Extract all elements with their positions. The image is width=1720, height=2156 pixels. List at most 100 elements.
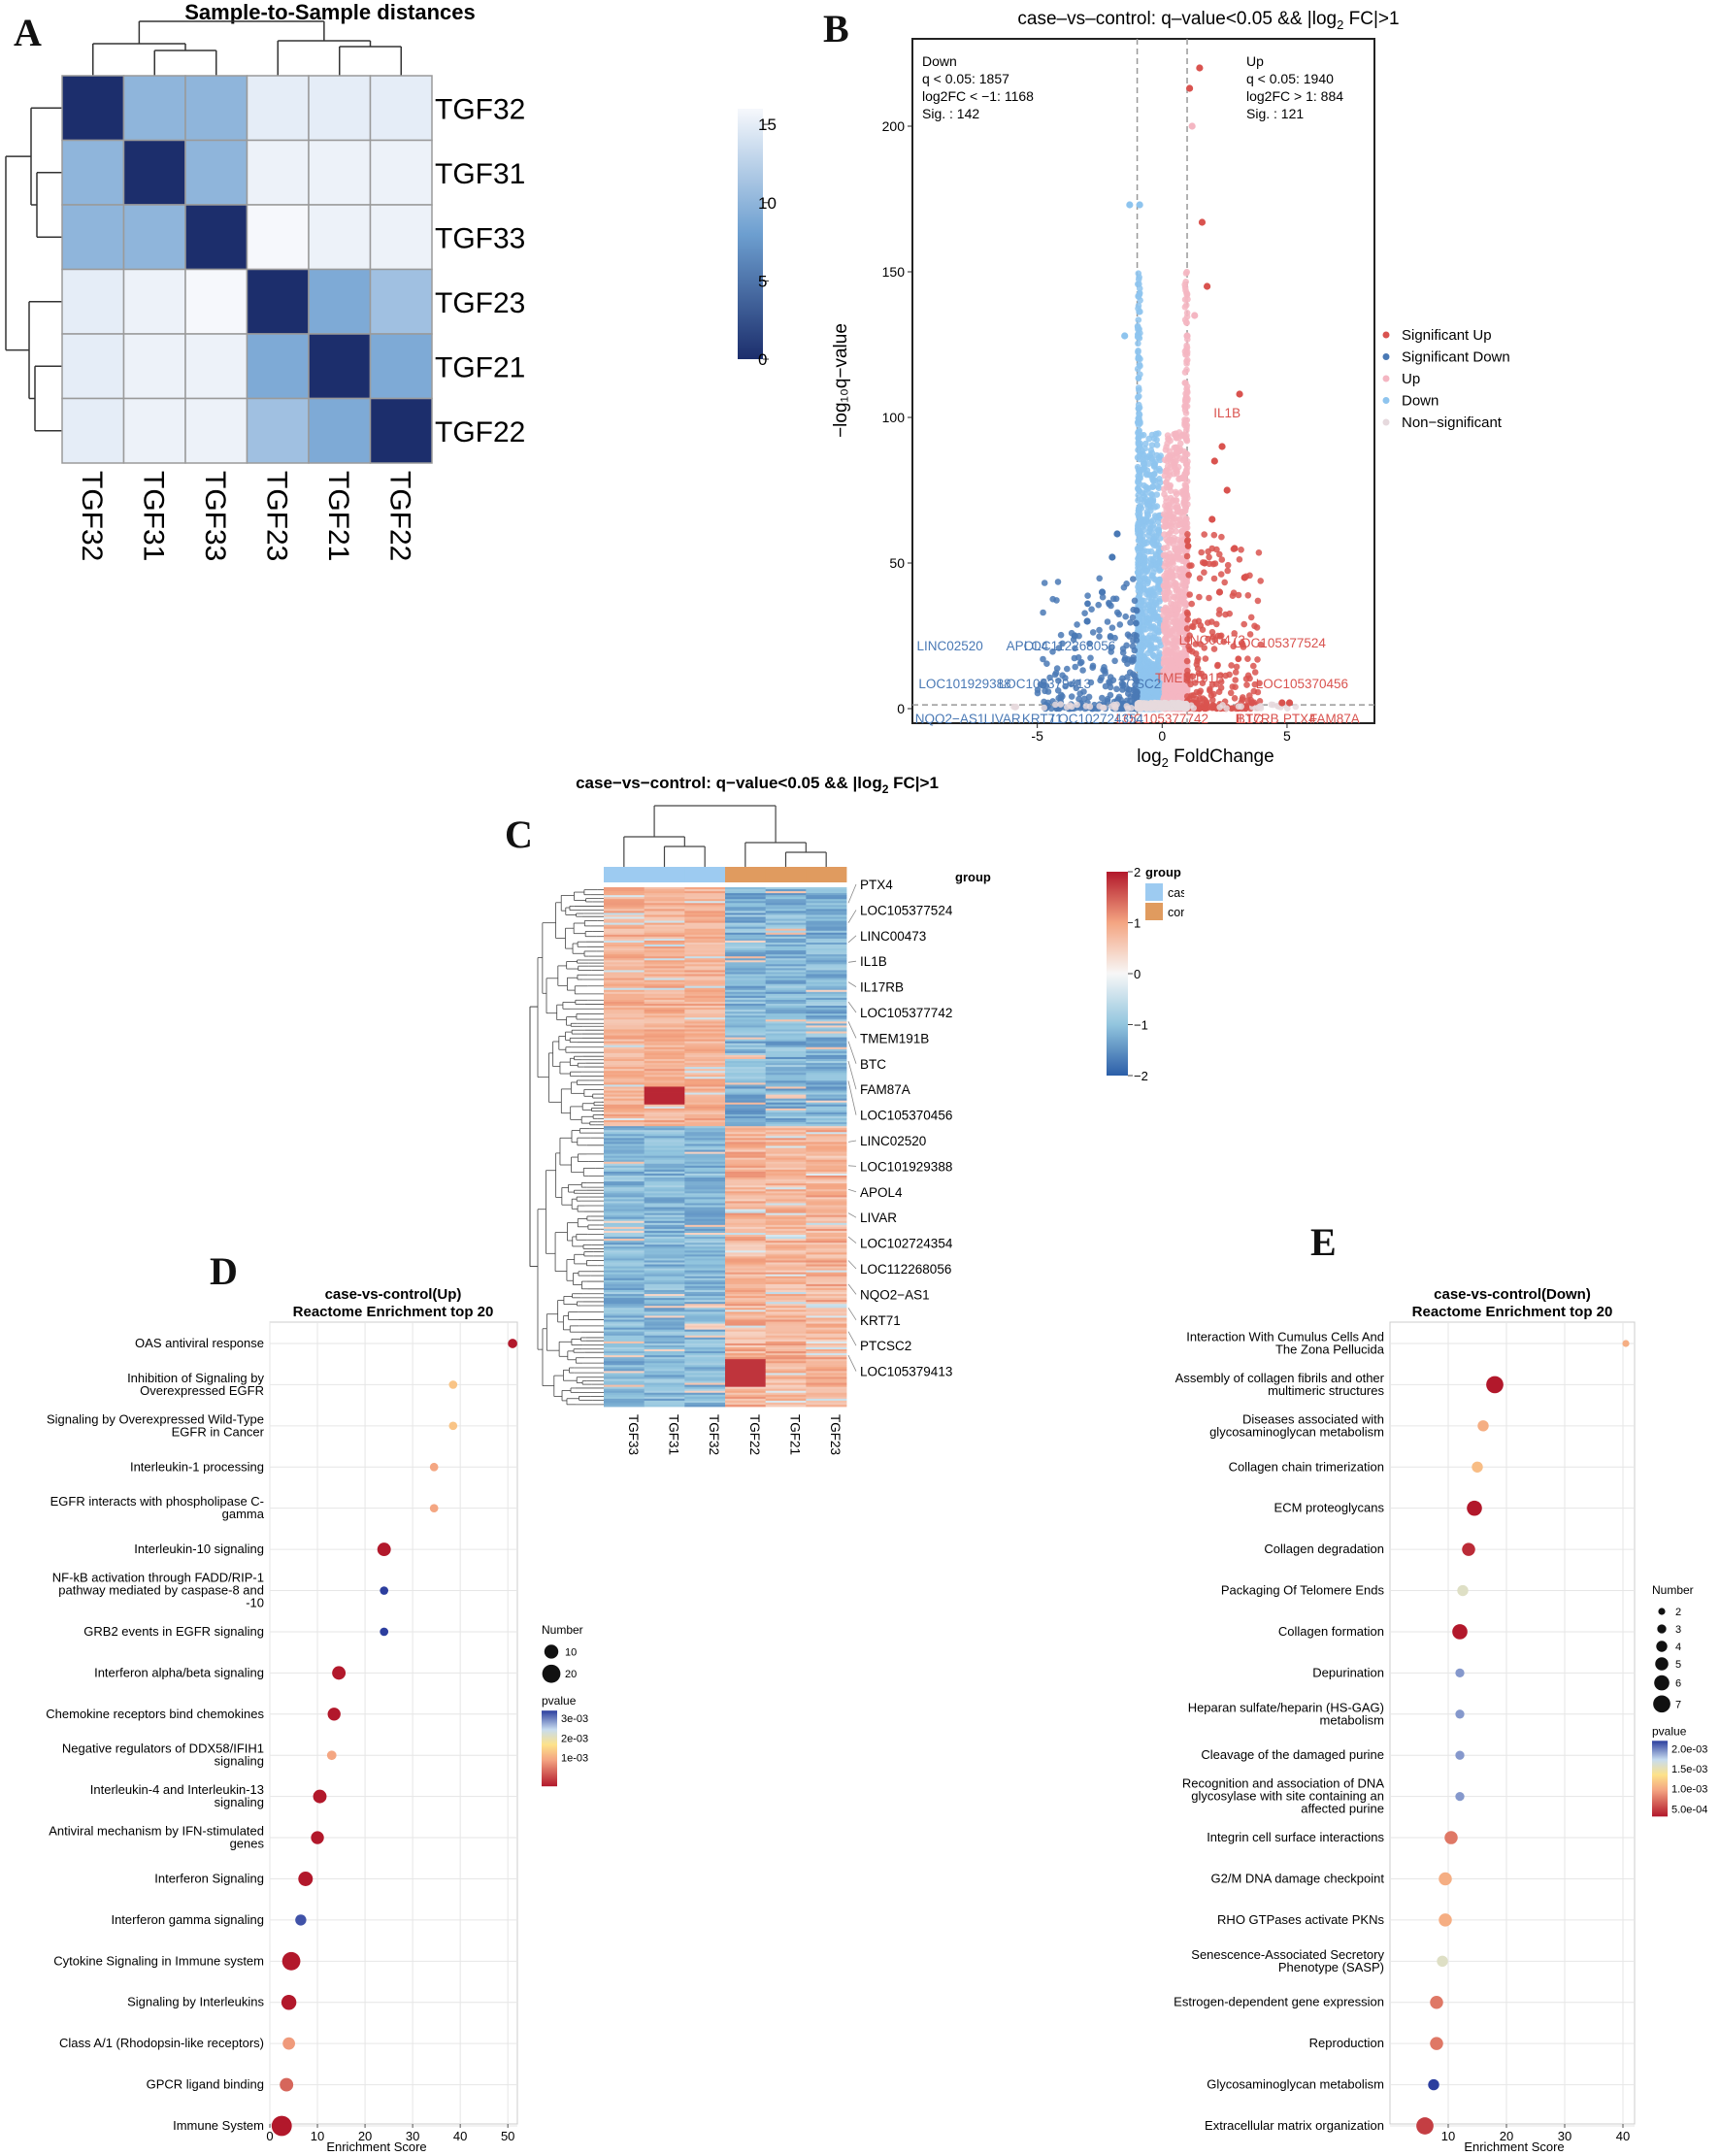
expression-cell [604,1193,645,1196]
expression-cell [684,926,726,930]
volcano-point [1196,689,1203,697]
expression-cell [644,1329,685,1333]
volcano-gene-label: LINC00473 [1179,633,1245,647]
expression-cell [725,1104,767,1108]
volcano-point [1175,649,1183,657]
expression-cell [765,1025,807,1028]
expression-cell [644,1019,685,1022]
expression-cell [765,1321,807,1324]
expression-cell [725,1179,767,1182]
expression-cell [806,911,847,913]
expression-cell [684,1289,726,1293]
expression-cell [684,1214,726,1218]
volcano-point [1184,356,1191,364]
expression-cell [684,978,726,980]
expression-cell [765,1214,807,1218]
distance-cell [61,397,125,464]
volcano-point [1042,687,1048,695]
expression-cell [684,1128,726,1131]
expression-cell [684,1118,726,1121]
expression-cell [806,964,847,967]
volcano-point [1144,693,1152,701]
expression-cell [684,1023,726,1026]
expression-cell [725,1285,767,1289]
expression-cell [806,1264,847,1267]
volcano-point [1173,458,1179,465]
volcano-point [1106,601,1112,608]
expression-cell [806,952,847,955]
expression-cell [604,1205,645,1208]
volcano-point [1146,632,1154,639]
volcano-point [1189,647,1196,655]
volcano-point [1037,680,1044,688]
expression-cell [806,1310,847,1312]
expression-cell [684,1235,726,1238]
expression-cell [806,1359,847,1362]
expression-cell [644,912,685,915]
volcano-point [1182,504,1189,512]
volcano-point [1136,656,1142,664]
expression-cell [684,1115,726,1119]
expression-cell [644,918,685,921]
expression-cell [684,1046,726,1050]
volcano-point [1256,698,1264,705]
expression-cell [806,905,847,908]
expression-cell [725,966,767,969]
expression-cell [725,1092,767,1095]
expression-cell [725,899,767,902]
expression-cell [604,962,645,965]
volcano-point [1136,274,1142,281]
expression-cell [725,901,767,904]
volcano-point [1155,529,1163,537]
expression-cell [684,1163,726,1167]
expression-cell [765,1232,807,1236]
expression-cell [684,1317,726,1320]
expression-cell [725,1361,767,1364]
expression-cell [684,1167,726,1171]
expression-cell [604,1351,645,1354]
expression-cell [725,1187,767,1190]
volcano-point [1107,691,1114,699]
expression-cell [765,1218,807,1222]
volcano-point [1131,693,1138,700]
expression-cell [644,1104,685,1108]
expression-cell [765,1021,807,1024]
volcano-point [1054,579,1062,585]
expression-cell [725,1212,767,1216]
volcano-point [1040,609,1046,616]
expression-cell [604,1304,645,1307]
expression-cell [765,1069,807,1072]
volcano-point [1183,424,1190,432]
expression-cell [725,956,767,959]
expression-cell [806,1201,847,1204]
volcano-point [1153,442,1161,448]
volcano-point [1210,646,1218,652]
expression-cell [725,1298,767,1301]
expression-cell [644,1343,685,1346]
volcano-point [1181,601,1188,609]
expression-cell [604,1183,645,1186]
expression-cell [765,1004,807,1007]
expression-cell [725,940,767,944]
expression-cell [604,1313,645,1316]
expression-cell [684,981,726,985]
expression-cell [806,1145,847,1148]
expression-cell [765,1241,807,1244]
expression-cell [806,1149,847,1152]
expression-cell [604,1073,645,1076]
expression-cell [644,920,685,924]
expression-cell [604,899,645,902]
expression-cell [765,1149,807,1152]
expression-cell [644,970,685,973]
expression-cell [644,1136,685,1139]
expression-cell [765,1023,807,1026]
expression-cell [806,1283,847,1287]
expression-cell [604,1283,645,1287]
volcano-point [1174,637,1180,645]
expression-cell [725,1315,767,1318]
expression-cell [765,1100,807,1104]
column-label: TGF22 [383,471,415,561]
expression-cell [765,1045,807,1048]
group-annotation-label: group [955,870,991,884]
expression-cell [725,1052,767,1056]
